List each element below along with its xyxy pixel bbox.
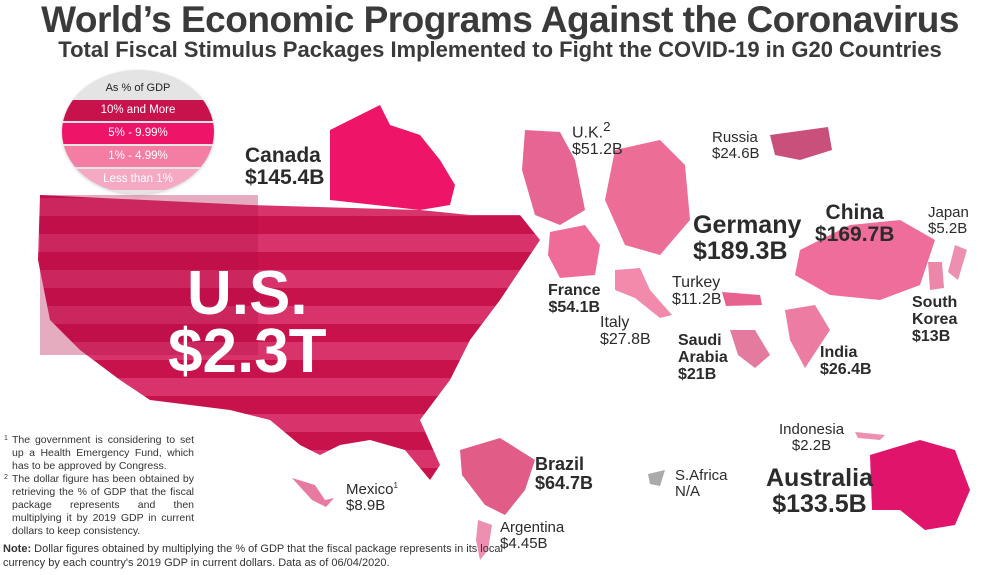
label-china: China $169.7B: [815, 201, 895, 247]
name: India: [820, 344, 858, 361]
legend-item-under-1: Less than 1%: [62, 169, 214, 190]
name: South Korea: [912, 294, 958, 328]
name: Japan: [928, 204, 969, 221]
country-saudi: [730, 330, 770, 368]
name: Indonesia: [779, 421, 845, 438]
value: $169.7B: [815, 223, 895, 247]
label-japan: Japan $5.2B: [928, 205, 969, 237]
legend-item-1-5: 1% - 4.99%: [62, 146, 214, 167]
label-italy: Italy $27.8B: [600, 314, 651, 349]
country-france: [548, 225, 600, 278]
source-note: Note: Dollar figures obtained by multipl…: [3, 542, 503, 570]
country-china: [795, 220, 935, 300]
name: Brazil: [535, 454, 585, 474]
value: $133.5B: [772, 490, 867, 519]
footnote-mark: 1: [4, 435, 8, 442]
label-indonesia: Indonesia $2.2B: [779, 422, 844, 454]
label-saudi: Saudi Arabia $21B: [678, 332, 738, 383]
label-canada: Canada $145.4B: [245, 144, 325, 190]
name: France: [548, 282, 601, 299]
country-us: [38, 195, 540, 480]
us-name: U.S.: [186, 259, 308, 328]
name: Turkey: [672, 274, 721, 291]
country-russia: [770, 127, 832, 160]
footnote-mark: 2: [4, 474, 8, 481]
country-italy: [615, 268, 672, 318]
label-india: India $26.4B: [820, 344, 872, 379]
country-indonesia: [855, 432, 885, 440]
label-brazil: Brazil $64.7B: [535, 455, 593, 493]
name: Russia: [712, 129, 758, 146]
label-france: France $54.1B: [548, 282, 601, 317]
label-safrica: S.Africa N/A: [675, 468, 728, 500]
value: $27.8B: [600, 330, 651, 348]
label-germany: Germany $189.3B: [693, 212, 801, 265]
footnote-text: The dollar figure has been obtained by r…: [12, 473, 194, 537]
legend-item-10-plus: 10% and More: [62, 100, 214, 121]
value: N/A: [675, 482, 701, 500]
name: Mexico: [346, 481, 394, 498]
page-subtitle: Total Fiscal Stimulus Packages Implement…: [58, 37, 942, 62]
label-argentina: Argentina $4.45B: [500, 520, 564, 552]
label-turkey: Turkey $11.2B: [672, 274, 722, 309]
value: $21B: [678, 365, 717, 383]
name: Italy: [600, 314, 630, 331]
value: $24.6B: [712, 144, 760, 162]
footnote-text: The government is considering to set up …: [12, 434, 194, 472]
label-australia: Australia $133.5B: [766, 465, 873, 518]
value: $26.4B: [820, 360, 872, 378]
value: $4.45B: [500, 534, 548, 552]
label-us: U.S. $2.3T: [168, 259, 327, 386]
country-australia: [870, 440, 970, 530]
page-title: World’s Economic Programs Against the Co…: [41, 0, 959, 40]
country-india: [785, 305, 830, 368]
footnote-mark: 1: [393, 481, 398, 490]
value: $145.4B: [245, 166, 325, 190]
legend-header: As % of GDP: [105, 82, 171, 94]
legend: As % of GDP 10% and More 5% - 9.99% 1% -…: [62, 70, 214, 194]
name: Germany: [693, 211, 802, 239]
value: $8.9B: [346, 496, 386, 514]
footnote-2: 2 The dollar figure has been obtained by …: [4, 473, 194, 538]
footnote-1: 1 The government is considering to set up…: [4, 434, 194, 473]
name: S.Africa: [675, 467, 728, 484]
country-korea: [928, 262, 944, 290]
note-text: Dollar figures obtained by multiplying t…: [3, 543, 503, 569]
country-brazil: [460, 438, 535, 515]
name: Saudi Arabia: [678, 332, 728, 366]
country-turkey: [722, 292, 762, 306]
name: China: [825, 201, 884, 224]
name: Canada: [245, 144, 321, 167]
country-canada: [330, 105, 455, 210]
country-mexico: [292, 478, 334, 507]
us-value: $2.3T: [168, 317, 327, 386]
name: U.K.: [572, 124, 604, 142]
footnote-mark: 2: [603, 119, 611, 134]
label-russia: Russia $24.6B: [712, 130, 760, 162]
footnotes: 1 The government is considering to set up…: [4, 434, 194, 538]
name: Argentina: [500, 519, 565, 536]
value: $11.2B: [672, 290, 722, 308]
value: $51.2B: [572, 141, 623, 159]
label-korea: South Korea $13B: [912, 294, 962, 345]
value: $5.2B: [928, 219, 968, 237]
value: $64.7B: [535, 472, 594, 493]
value: $13B: [912, 327, 951, 345]
value: $2.2B: [791, 436, 832, 454]
country-argentina: [476, 520, 492, 560]
us-flag-canton: [40, 195, 258, 355]
legend-item-5-10: 5% - 9.99%: [62, 123, 214, 144]
country-safrica: [648, 470, 665, 486]
country-uk: [522, 130, 585, 225]
note-label: Note:: [3, 543, 32, 555]
name: Australia: [766, 464, 873, 492]
label-mexico: Mexico1 $8.9B: [346, 481, 398, 514]
country-germany: [605, 140, 690, 255]
value: $189.3B: [693, 237, 788, 266]
value: $54.1B: [548, 298, 601, 316]
label-uk: U.K.2 $51.2B: [572, 120, 623, 159]
country-japan: [948, 245, 967, 280]
